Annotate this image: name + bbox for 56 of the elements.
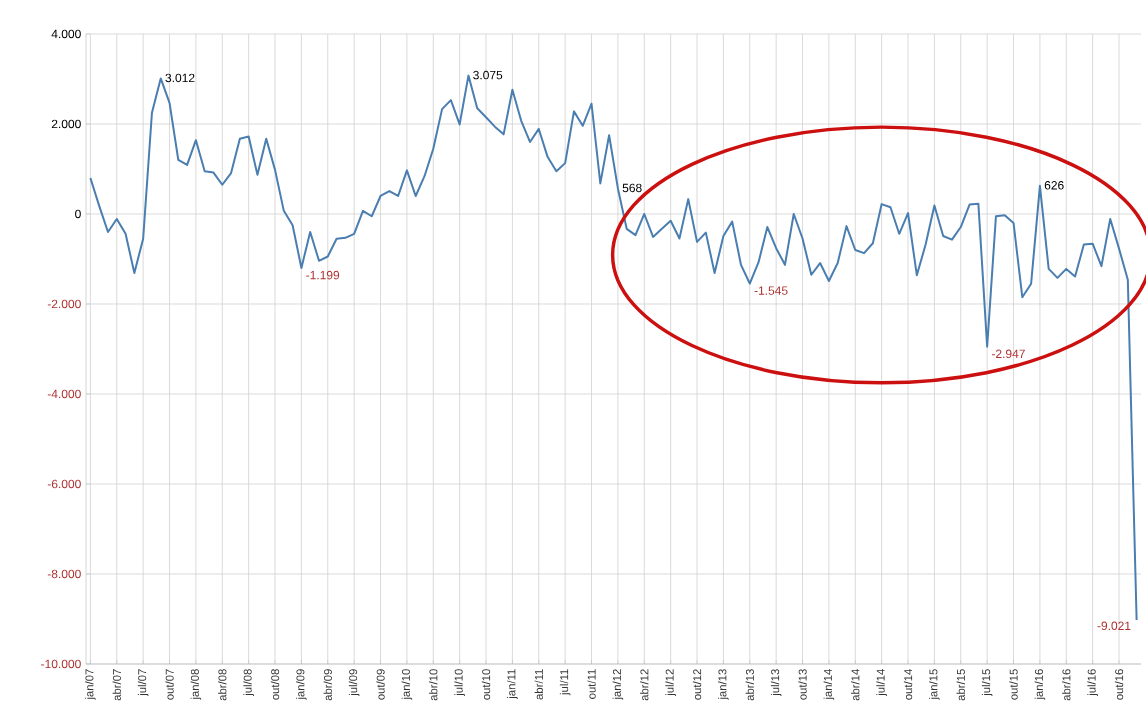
x-tick-label: jul/11 (559, 669, 571, 696)
y-tick-label: -6.000 (47, 479, 81, 489)
x-tick-label: jan/09 (296, 669, 307, 700)
x-tick-label: abr/15 (956, 669, 965, 701)
data-label: -9.021 (1097, 621, 1131, 631)
x-tick-label: out/10 (481, 669, 491, 700)
x-tick-label: jan/08 (190, 669, 202, 700)
x-tick-label: abr/11 (534, 669, 543, 700)
data-label: 3.075 (473, 70, 503, 80)
x-tick-label: abr/07 (112, 669, 121, 701)
x-tick-label: out/11 (587, 669, 596, 699)
y-tick-label: 2.000 (51, 119, 81, 129)
data-label: -1.199 (306, 270, 340, 280)
x-tick-label: out/09 (376, 669, 385, 700)
x-tick-label: out/15 (1009, 669, 1018, 700)
x-tick-label: jul/07 (137, 669, 149, 697)
x-tick-label: jan/07 (85, 669, 96, 700)
x-tick-label: jan/10 (401, 669, 413, 700)
x-tick-label: out/14 (903, 669, 913, 700)
data-label: 568 (622, 183, 642, 193)
x-tick-label: abr/16 (1062, 669, 1071, 701)
x-tick-label: jul/15 (981, 669, 993, 697)
x-tick-label: out/08 (270, 669, 280, 700)
x-tick-label: jan/16 (1034, 669, 1046, 700)
x-tick-label: abr/13 (745, 669, 754, 701)
x-tick-label: out/07 (165, 669, 174, 700)
x-tick-label: abr/12 (640, 669, 649, 701)
data-label: -1.545 (754, 286, 788, 295)
x-tick-label: jul/14 (876, 669, 887, 697)
x-tick-label: jan/11 (507, 669, 518, 699)
x-tick-label: jul/08 (243, 669, 254, 697)
data-label: -2.947 (991, 349, 1025, 359)
y-tick-label: 4.000 (51, 29, 81, 39)
x-tick-label: out/13 (798, 669, 807, 700)
x-tick-label: jul/12 (665, 669, 676, 697)
x-tick-label: jan/12 (612, 669, 624, 700)
x-tick-label: abr/08 (218, 669, 227, 701)
x-tick-label: jul/10 (454, 669, 465, 697)
x-tick-label: jul/13 (770, 669, 782, 697)
y-tick-label: -8.000 (47, 569, 81, 579)
x-tick-label: out/12 (692, 669, 702, 700)
y-tick-label: -4.000 (47, 389, 81, 399)
x-tick-label: jul/09 (348, 669, 360, 697)
x-tick-label: abr/09 (323, 669, 332, 701)
x-tick-label: jan/14 (823, 669, 835, 700)
y-tick-label: -2.000 (47, 299, 81, 309)
x-tick-label: jan/13 (718, 669, 729, 700)
x-tick-label: jul/16 (1087, 669, 1098, 697)
data-label: 3.012 (165, 73, 195, 83)
x-tick-label: jan/15 (929, 669, 940, 700)
y-tick-label: -10.000 (41, 659, 81, 669)
x-tick-label: abr/10 (429, 669, 438, 701)
data-label: 626 (1044, 181, 1064, 190)
x-tick-label: out/16 (1114, 669, 1124, 700)
y-tick-label: 0 (75, 209, 81, 219)
x-tick-label: abr/14 (851, 669, 860, 701)
